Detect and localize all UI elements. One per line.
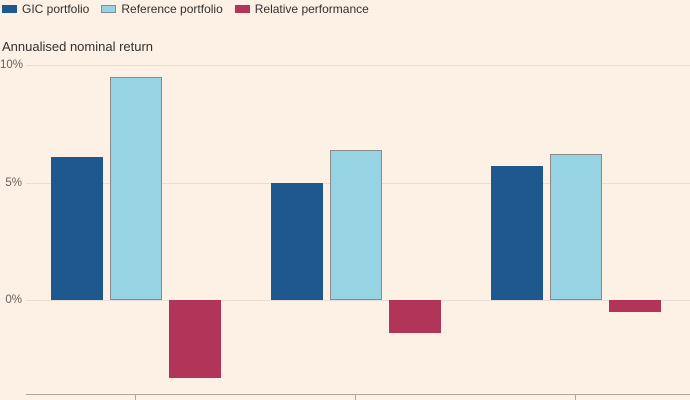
gridline-10 xyxy=(26,65,690,66)
legend-swatch-relative-performance xyxy=(234,5,250,13)
bar-relative-performance-group2 xyxy=(389,300,441,333)
x-axis-tick xyxy=(575,394,576,400)
legend: GIC portfolio Reference portfolio Relative… xyxy=(2,3,369,15)
bar-reference-portfolio-group2 xyxy=(330,149,382,300)
bar-reference-portfolio-group1 xyxy=(110,76,162,300)
legend-item-reference-portfolio: Reference portfolio xyxy=(101,2,223,16)
legend-item-relative-performance: Relative performance xyxy=(234,2,369,16)
legend-label: Reference portfolio xyxy=(121,2,223,16)
x-axis-line xyxy=(26,394,690,395)
gridline-0 xyxy=(26,300,690,301)
chart-title: Annualised nominal return xyxy=(2,39,154,54)
bar-reference-portfolio-group3 xyxy=(550,154,602,300)
legend-swatch-gic-portfolio xyxy=(2,5,17,13)
y-axis-tick-label: 5% xyxy=(5,176,22,189)
bar-gic-portfolio-group1 xyxy=(51,156,103,300)
bar-gic-portfolio-group3 xyxy=(491,166,543,300)
legend-swatch-reference-portfolio xyxy=(101,5,117,13)
legend-item-gic-portfolio: GIC portfolio xyxy=(2,3,89,15)
y-axis-tick-label: 10% xyxy=(0,59,24,71)
x-axis-tick xyxy=(355,394,356,400)
legend-label: Relative performance xyxy=(254,2,369,16)
bar-relative-performance-group1 xyxy=(169,300,221,378)
bar-relative-performance-group3 xyxy=(609,300,661,312)
legend-label: GIC portfolio xyxy=(22,2,90,16)
y-axis-tick-label: 0% xyxy=(5,294,22,306)
bar-gic-portfolio-group2 xyxy=(271,182,323,300)
x-axis-tick xyxy=(135,394,136,400)
